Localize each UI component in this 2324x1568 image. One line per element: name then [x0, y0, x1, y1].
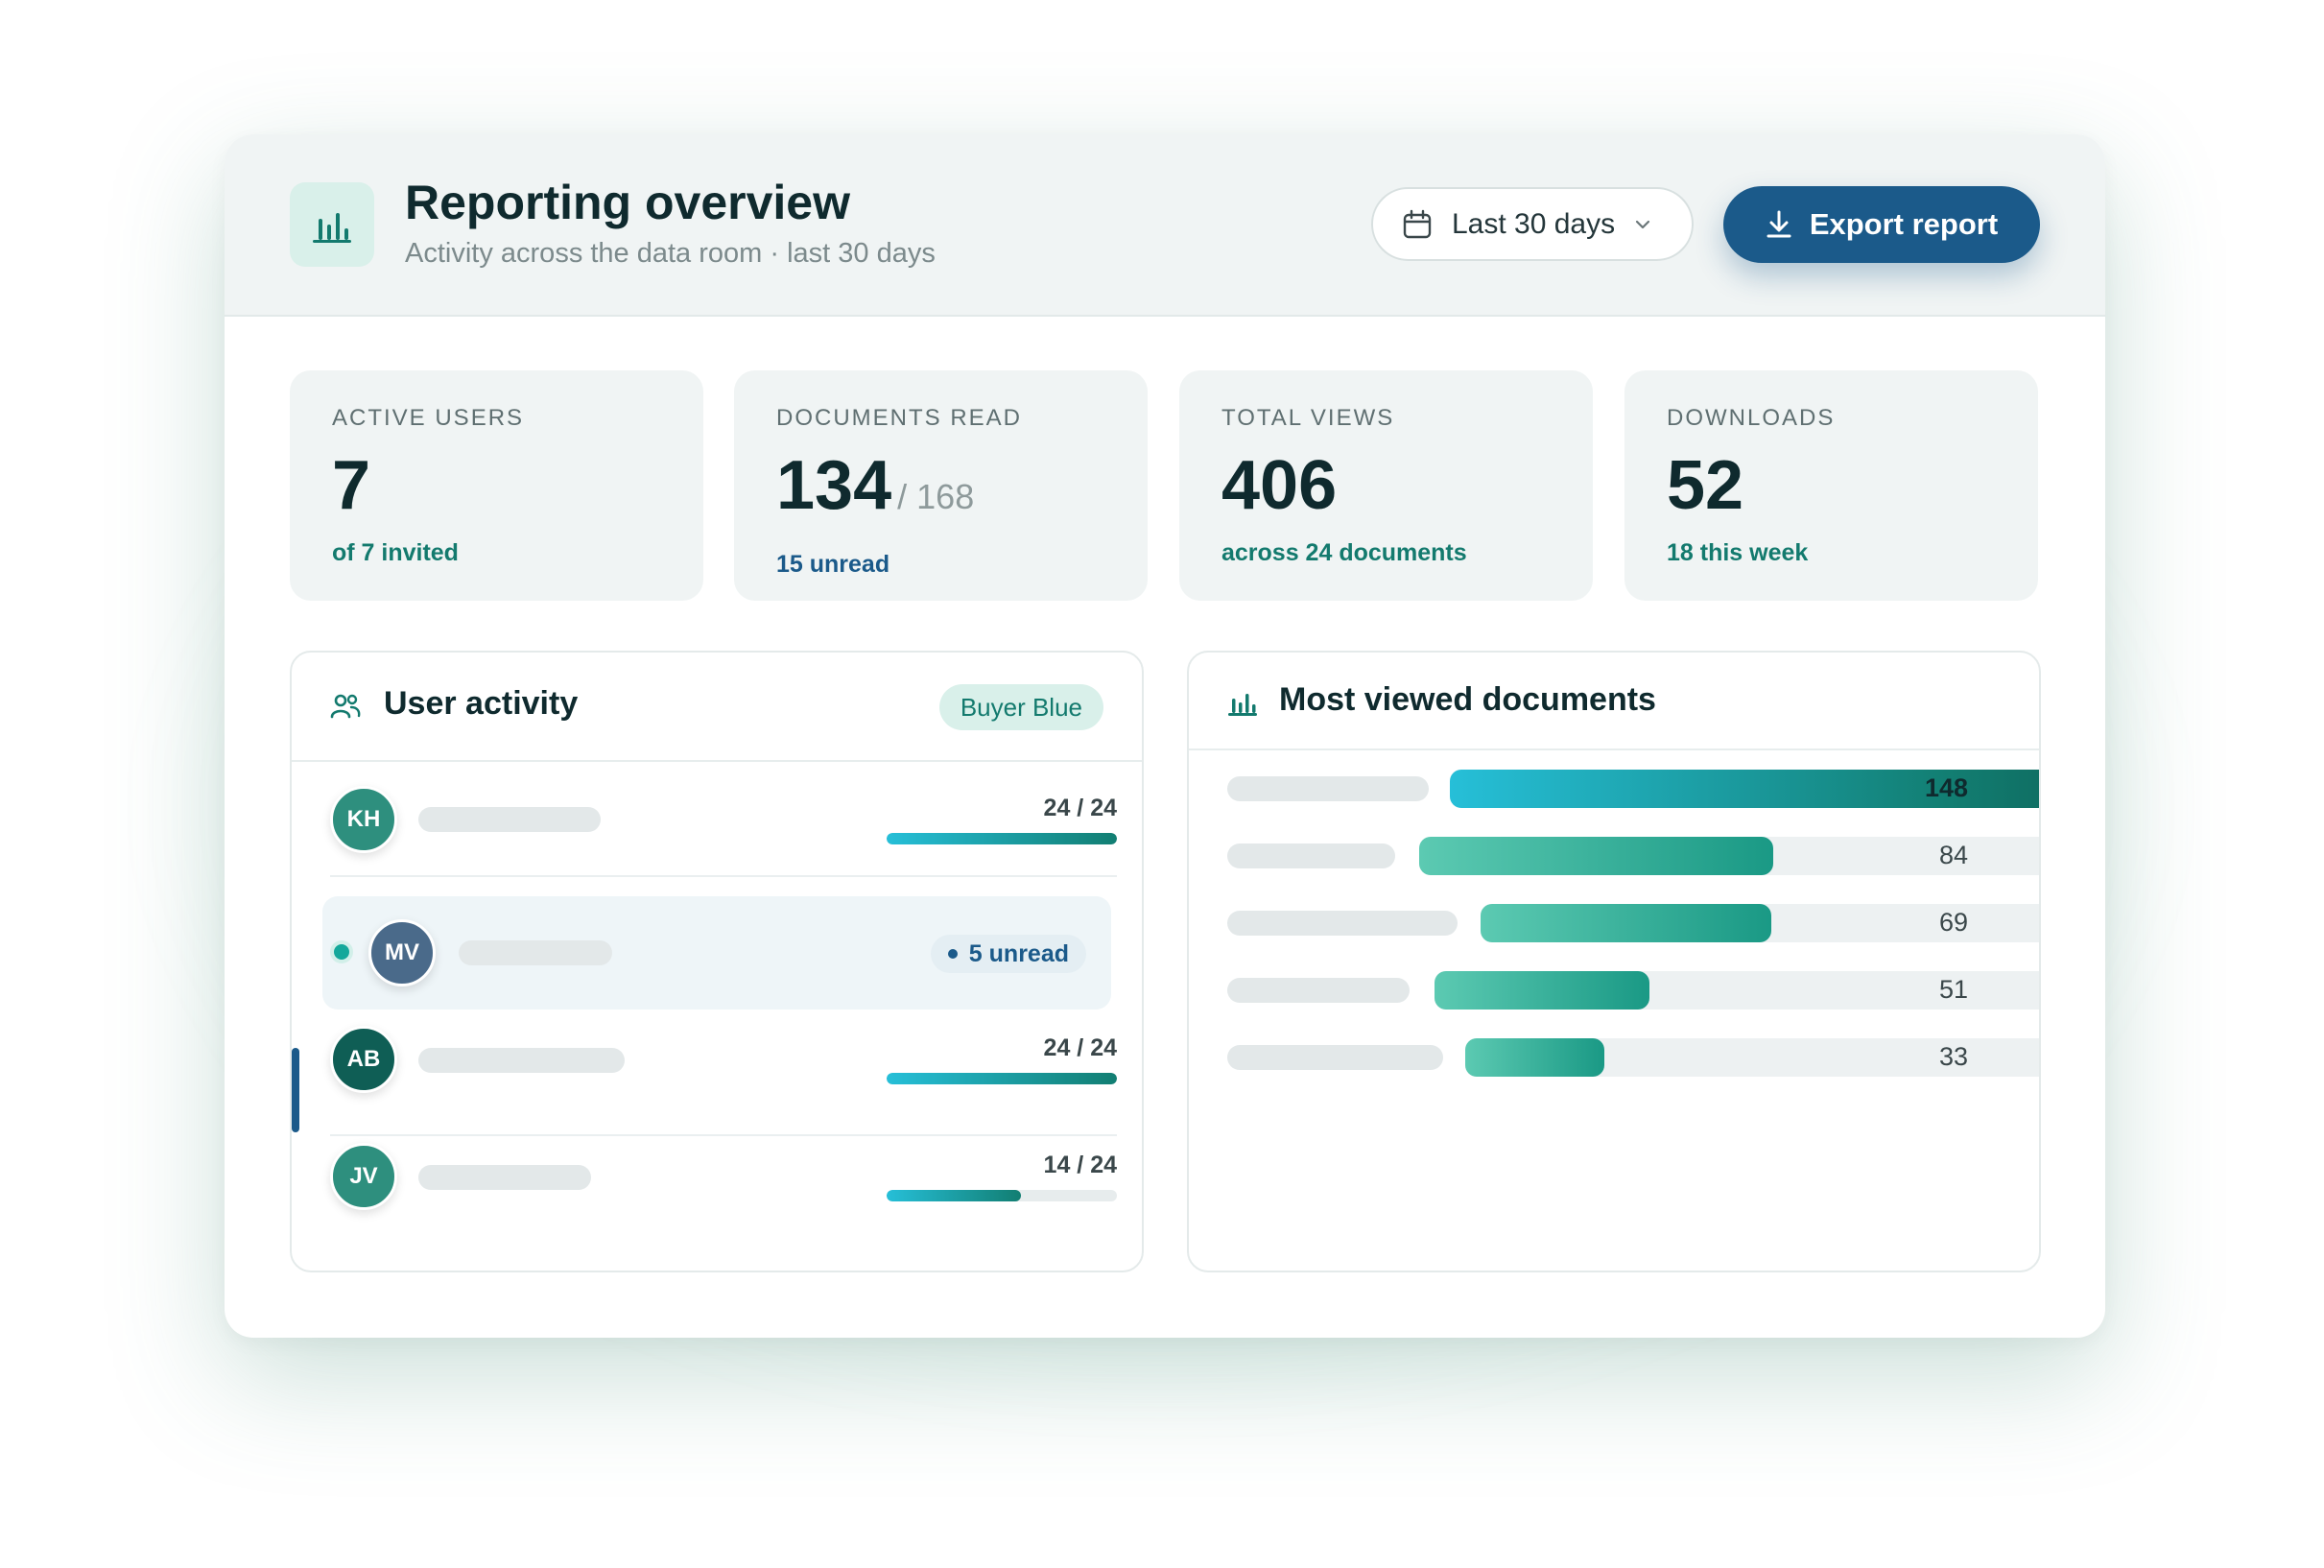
- document-row[interactable]: 69: [1227, 904, 2039, 942]
- document-bar-track: [1435, 971, 2039, 1010]
- document-bar: [1450, 770, 2039, 808]
- document-row[interactable]: 148: [1227, 770, 2039, 808]
- stat-label: ACTIVE USERS: [332, 405, 525, 431]
- read-count: 24 / 24: [1043, 795, 1117, 821]
- chevron-down-icon: [1636, 220, 1650, 228]
- stat-note: across 24 documents: [1221, 539, 1467, 566]
- most-viewed-header: Most viewed documents: [1189, 653, 2039, 750]
- stat-note: 15 unread: [776, 551, 890, 578]
- document-row[interactable]: 51: [1227, 971, 2039, 1010]
- card-header: Reporting overview Activity across the d…: [225, 134, 2105, 317]
- user-row[interactable]: JV 14 / 24: [330, 1136, 1117, 1251]
- read-progress-fill: [887, 1190, 1021, 1201]
- avatar: AB: [330, 1026, 397, 1093]
- unread-label: 5 unread: [968, 939, 1069, 967]
- document-name-placeholder: [1227, 843, 1395, 868]
- read-progress-fill: [887, 1073, 1117, 1084]
- document-view-count: 148: [1924, 773, 1968, 802]
- stat-note: 18 this week: [1667, 539, 1809, 566]
- stat-value: 134/ 168: [776, 447, 975, 524]
- document-row[interactable]: 33: [1227, 1038, 2039, 1077]
- unread-dot: [947, 949, 958, 959]
- stat-card-total-views: TOTAL VIEWS 406 across 24 documents: [1179, 370, 1593, 601]
- document-bar: [1465, 1038, 1604, 1077]
- users-icon: [330, 694, 361, 719]
- stat-card-downloads: DOWNLOADS 52 18 this week: [1624, 370, 2038, 601]
- stat-value: 7: [332, 447, 371, 524]
- page-title: Reporting overview: [405, 176, 850, 229]
- user-activity-title: User activity: [384, 685, 579, 722]
- document-view-count: 69: [1938, 908, 1968, 937]
- selected-indicator: [292, 1048, 299, 1132]
- bar-chart-icon: [1228, 694, 1257, 716]
- date-range-select[interactable]: Last 30 days: [1371, 187, 1694, 261]
- avatar: KH: [330, 786, 397, 853]
- stat-label: DOWNLOADS: [1667, 405, 1836, 431]
- stat-card-documents-read: DOCUMENTS READ 134/ 168 15 unread: [734, 370, 1148, 601]
- most-viewed-panel: Most viewed documents 148 84 69 51 33: [1187, 651, 2041, 1272]
- name-placeholder: [418, 807, 601, 832]
- most-viewed-title: Most viewed documents: [1279, 681, 1656, 718]
- stat-value: 406: [1221, 447, 1338, 524]
- name-placeholder: [459, 940, 612, 965]
- document-row[interactable]: 84: [1227, 837, 2039, 875]
- date-range-label: Last 30 days: [1452, 207, 1616, 240]
- avatar: JV: [330, 1143, 397, 1210]
- online-dot: [330, 940, 353, 963]
- export-report-button[interactable]: Export report: [1723, 186, 2040, 263]
- document-view-count: 33: [1938, 1042, 1968, 1071]
- document-name-placeholder: [1227, 1045, 1443, 1070]
- avatar: MV: [368, 919, 436, 986]
- read-progress-bar: [887, 833, 1117, 844]
- document-view-count: 51: [1938, 975, 1968, 1004]
- download-icon: [1767, 210, 1791, 238]
- read-progress-bar: [887, 1073, 1117, 1084]
- bar-chart-icon: [290, 182, 374, 267]
- group-badge[interactable]: Buyer Blue: [938, 684, 1103, 730]
- read-progress-bar: [887, 1190, 1117, 1201]
- user-activity-panel: User activity Buyer Blue KH 24 / 24 MV 5…: [290, 651, 1144, 1272]
- unread-badge: 5 unread: [930, 935, 1086, 973]
- document-name-placeholder: [1227, 911, 1458, 936]
- stat-value: 52: [1667, 447, 1744, 524]
- user-row[interactable]: KH 24 / 24: [330, 762, 1117, 877]
- export-report-label: Export report: [1809, 207, 1999, 241]
- document-name-placeholder: [1227, 978, 1410, 1003]
- document-bar-track: [1450, 770, 2039, 808]
- document-view-count: 84: [1938, 841, 1968, 869]
- document-name-placeholder: [1227, 776, 1429, 801]
- calendar-icon: [1403, 209, 1432, 238]
- document-bar-track: [1465, 1038, 2039, 1077]
- name-placeholder: [418, 1048, 625, 1073]
- stat-card-active-users: ACTIVE USERS 7 of 7 invited: [290, 370, 703, 601]
- user-row[interactable]: AB 24 / 24: [330, 1021, 1117, 1136]
- document-bar-track: [1419, 837, 2039, 875]
- stat-label: DOCUMENTS READ: [776, 405, 1023, 431]
- user-row-selected[interactable]: MV 5 unread: [322, 896, 1111, 1010]
- document-bar: [1419, 837, 1773, 875]
- name-placeholder: [418, 1165, 591, 1190]
- read-progress-fill: [887, 833, 1117, 844]
- document-bar: [1435, 971, 1649, 1010]
- stat-note: of 7 invited: [332, 539, 459, 566]
- read-count: 24 / 24: [1043, 1034, 1117, 1061]
- user-activity-header: User activity Buyer Blue: [292, 653, 1142, 762]
- read-count: 14 / 24: [1043, 1152, 1117, 1178]
- document-bar-track: [1481, 904, 2039, 942]
- page-subtitle: Activity across the data room · last 30 …: [405, 238, 936, 269]
- stat-denominator: / 168: [897, 477, 975, 516]
- stat-label: TOTAL VIEWS: [1221, 405, 1395, 431]
- document-bar: [1481, 904, 1772, 942]
- reporting-card: Reporting overview Activity across the d…: [225, 134, 2105, 1338]
